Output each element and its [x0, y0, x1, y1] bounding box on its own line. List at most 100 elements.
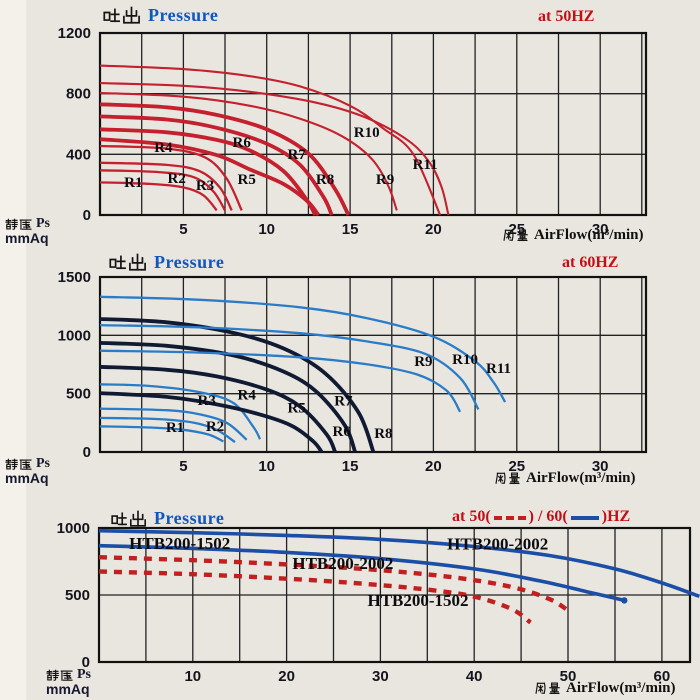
y-tick-label: 1000 — [57, 520, 90, 537]
cjk-glyph — [60, 669, 73, 681]
legend-mid: ) / 60( — [528, 508, 568, 525]
curve-R6 — [99, 127, 317, 216]
cjk-glyph — [495, 472, 506, 484]
plot-frame — [98, 31, 648, 217]
legend-suffix: )HZ — [601, 508, 631, 525]
cjk-glyph — [5, 218, 18, 230]
title-cjk-pressure — [102, 6, 141, 25]
plot-frame — [97, 526, 692, 664]
curve-label-R2: R2 — [206, 419, 224, 435]
x-tick-label: 30 — [372, 668, 389, 685]
cjk-glyph — [503, 229, 514, 241]
curve-label-R11: R11 — [486, 361, 511, 377]
ylabel-unit: mmAq — [46, 681, 90, 697]
cjk-glyph — [517, 229, 528, 242]
x-tick-label: 5 — [179, 221, 187, 238]
chart-50hz: 5 10 15 20 25 30 0 400 800 1200 R1 R2 R3 R4 R5 R6 R7 R8 R9… — [0, 0, 700, 245]
x-tick-label: 20 — [425, 458, 442, 475]
curve-label-R7: R7 — [334, 393, 353, 409]
curve-R8 — [99, 102, 351, 216]
curve-label-R3: R3 — [198, 393, 216, 409]
xlabel-text: AirFlow(m³/min) — [526, 470, 636, 486]
curve-label-R11: R11 — [413, 157, 438, 173]
y-tick-label: 1500 — [58, 269, 91, 286]
curve-R2 — [99, 169, 226, 212]
curve-label-R1: R1 — [166, 420, 184, 436]
curve-label-R1: R1 — [124, 175, 142, 191]
xlabel-cjk — [534, 682, 561, 695]
x-tick-label: 15 — [342, 221, 359, 238]
curve-label-HTB200-2002-50Hz: HTB200-2002 — [292, 554, 393, 573]
curve-HTB200-2002-60Hz — [98, 528, 700, 598]
curve-label-R9: R9 — [376, 172, 394, 188]
cjk-glyph — [509, 472, 520, 485]
curve-R2 — [99, 416, 236, 444]
y-tick-label: 0 — [83, 207, 91, 224]
cjk-glyph — [5, 458, 18, 470]
ylabel-ps: Ps — [36, 216, 50, 231]
x-tick-label: 30 — [592, 458, 609, 475]
ylabel-unit: mmAq — [5, 230, 49, 246]
curve-R10 — [99, 64, 442, 216]
y-axis-caption: Ps mmAq — [5, 456, 50, 486]
curve-label-R6: R6 — [233, 135, 252, 151]
y-tick-label: 500 — [66, 386, 91, 403]
curve-label-R10: R10 — [354, 125, 380, 141]
ylabel-unit: mmAq — [5, 470, 49, 486]
ylabel-ps: Ps — [36, 456, 50, 471]
cjk-glyph — [129, 253, 146, 271]
chart-50-60hz-comparison: 10 20 30 40 50 60 0 500 1000 HTB200-2002 HTB200-15… — [0, 497, 700, 700]
cjk-glyph — [109, 255, 126, 270]
chart-comparison-canvas: 10 20 30 40 50 60 0 500 1000 HTB200-2002 HTB200-15… — [57, 520, 700, 685]
x-tick-label: 10 — [258, 458, 275, 475]
curve-HTB200-1502-60Hz — [98, 543, 625, 603]
xlabel-cjk — [494, 472, 521, 485]
x-tick-label: 40 — [466, 668, 483, 685]
x-axis-caption: AirFlow(m³/min) — [494, 470, 635, 487]
ylabel-ps: Ps — [77, 667, 91, 682]
freq-legend-50-60hz: at 50( ) / 60( )HZ — [452, 508, 630, 526]
curve-label-R5: R5 — [288, 400, 306, 416]
y-axis-caption: Ps mmAq — [46, 667, 91, 697]
chart-comparison-title: Pressure — [110, 508, 224, 529]
curve-label-R8: R8 — [374, 426, 392, 442]
page-left-margin — [0, 0, 26, 700]
x-tick-label: 15 — [342, 458, 359, 475]
cjk-glyph — [46, 669, 59, 681]
curve-R1 — [99, 425, 224, 443]
curve-R6 — [99, 364, 337, 453]
x-tick-label: 10 — [258, 221, 275, 238]
freq-label-50hz: at 50HZ — [538, 8, 595, 25]
curve-label-R8: R8 — [316, 172, 334, 188]
curve-R11 — [99, 295, 507, 403]
cjk-glyph — [111, 511, 128, 525]
chart-60hz-title: Pressure — [108, 252, 224, 273]
y-axis-caption: Ps mmAq — [5, 216, 50, 246]
ylabel-cjk — [5, 218, 32, 231]
title-en-pressure: Pressure — [148, 5, 219, 25]
curve-R3 — [99, 161, 233, 211]
cjk-glyph — [19, 218, 32, 230]
curve-R11 — [99, 82, 450, 216]
y-tick-label: 400 — [66, 146, 91, 163]
xlabel-text: AirFlow(m³/min) — [534, 227, 644, 243]
title-cjk-pressure — [110, 510, 147, 528]
x-tick-label: 10 — [184, 668, 201, 685]
title-en-pressure: Pressure — [154, 252, 225, 272]
x-tick-label: 50 — [560, 668, 577, 685]
cjk-glyph — [129, 510, 147, 527]
dashed-line-legend-icon — [493, 516, 526, 520]
title-cjk-pressure — [108, 253, 147, 272]
curve-label-HTB200-1502-50Hz: HTB200-1502 — [367, 591, 468, 610]
y-tick-label: 1200 — [58, 25, 91, 42]
x-tick-label: 20 — [278, 668, 295, 685]
title-en-pressure: Pressure — [154, 508, 225, 528]
curve-end-dot — [621, 597, 628, 604]
x-axis-caption: AirFlow(m³/min) — [534, 680, 675, 697]
curve-R9 — [99, 91, 398, 211]
curve-label-R5: R5 — [238, 172, 256, 188]
ylabel-cjk — [5, 458, 32, 471]
curve-label-R4: R4 — [238, 388, 257, 404]
curve-label-R7: R7 — [288, 147, 307, 163]
